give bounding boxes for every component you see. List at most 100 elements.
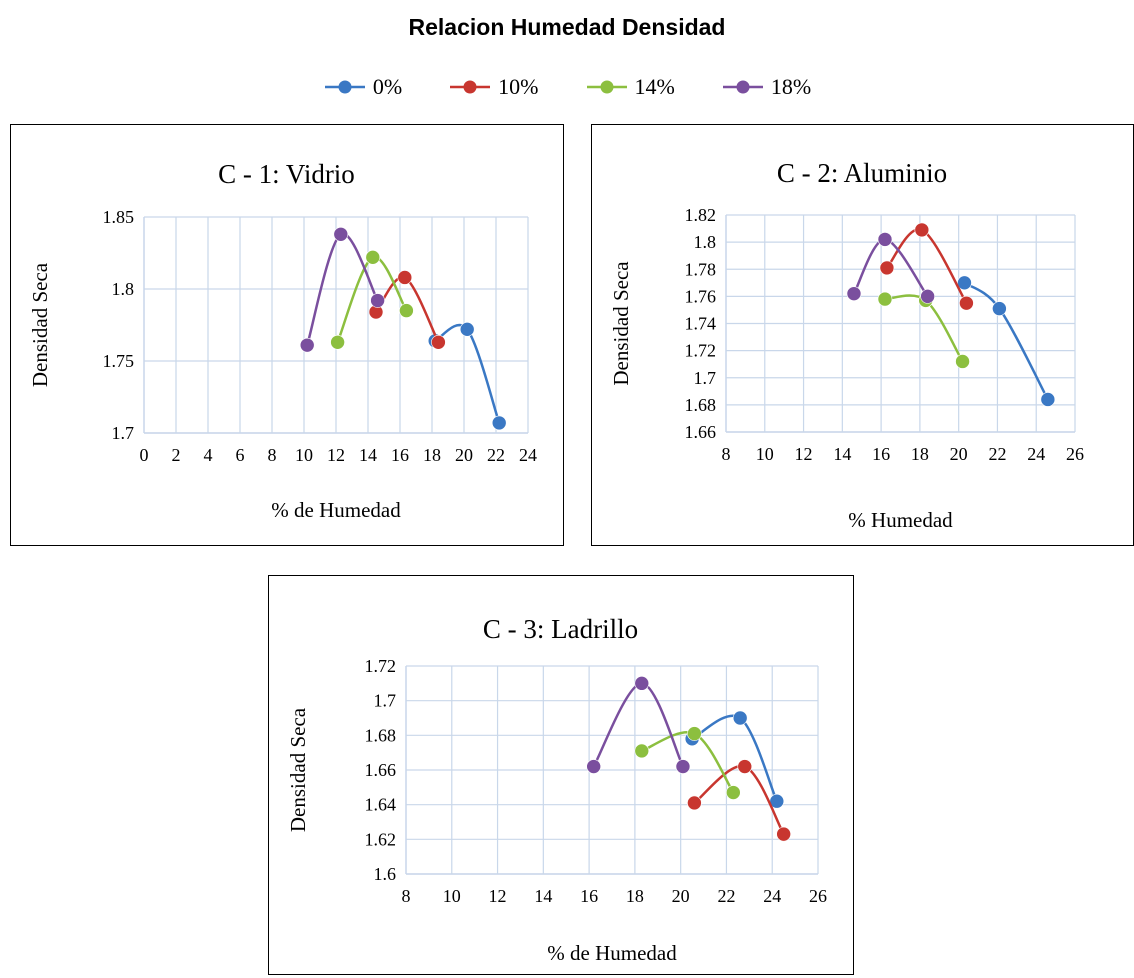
y-tick-label: 1.66 — [365, 760, 397, 780]
data-point-18-1 — [333, 226, 349, 242]
legend-label-3: 18% — [770, 74, 812, 99]
y-tick-label: 1.64 — [365, 795, 397, 815]
data-point-10-2 — [776, 826, 791, 842]
x-tick-label: 0 — [140, 445, 149, 465]
data-point-0-0 — [957, 275, 972, 291]
y-tick-label: 1.76 — [685, 286, 717, 306]
figure-title: Relacion Humedad Densidad — [408, 14, 726, 40]
y-tick-label: 1.68 — [365, 725, 397, 745]
x-axis-label: % de Humedad — [547, 941, 677, 965]
x-tick-label: 6 — [236, 445, 245, 465]
legend-item-2: 14% — [585, 74, 675, 100]
x-tick-label: 10 — [756, 444, 774, 464]
x-tick-label: 8 — [268, 445, 277, 465]
data-point-10-1 — [737, 759, 753, 774]
x-tick-label: 14 — [359, 445, 377, 465]
x-tick-label: 20 — [672, 886, 690, 906]
legend: 0% 10% 14% 18% — [0, 74, 1134, 100]
data-point-18-2 — [675, 759, 691, 774]
data-point-14-1 — [365, 250, 381, 265]
data-point-10-0 — [879, 260, 895, 276]
x-tick-label: 26 — [1066, 444, 1084, 464]
legend-label-1: 10% — [498, 74, 539, 99]
x-tick-label: 16 — [872, 444, 890, 464]
x-tick-label: 20 — [950, 444, 968, 464]
y-tick-label: 1.7 — [112, 423, 135, 443]
chart-title: C - 1: Vidrio — [218, 159, 355, 189]
x-tick-label: 12 — [489, 886, 507, 906]
data-point-18-0 — [586, 759, 601, 774]
y-axis-label: Densidad Seca — [286, 707, 310, 832]
legend-swatch-0 — [324, 80, 365, 94]
chart-panel-vidrio: C - 1: Vidrio 0 2 4 6 8 10 12 14 16 18 20 22 24 1.7 1.7… — [10, 124, 564, 546]
y-tick-label: 1.6 — [374, 864, 397, 884]
data-point-10-0 — [687, 795, 702, 811]
y-tick-label: 1.78 — [685, 259, 717, 279]
x-tick-label: 4 — [204, 445, 213, 465]
x-tick-label: 22 — [717, 886, 735, 906]
x-tick-label: 10 — [295, 445, 313, 465]
data-point-0-2 — [1040, 392, 1056, 407]
y-tick-label: 1.72 — [365, 656, 397, 676]
data-point-18-1 — [634, 676, 650, 691]
y-tick-label: 1.7 — [694, 368, 717, 388]
x-tick-label: 18 — [626, 886, 644, 906]
data-point-10-1 — [914, 222, 930, 238]
data-point-18-1 — [877, 232, 893, 247]
data-point-18-0 — [846, 286, 862, 301]
chart-title: C - 3: Ladrillo — [483, 614, 638, 644]
x-tick-label: 24 — [1027, 444, 1045, 464]
y-tick-label: 1.8 — [112, 279, 135, 299]
x-axis-label: % de Humedad — [271, 498, 401, 522]
chart-panel-aluminio: C - 2: Aluminio 8 10 12 14 16 18 20 22 24 26 1.66 1.… — [591, 124, 1134, 546]
y-tick-label: 1.74 — [685, 314, 717, 334]
y-tick-label: 1.82 — [685, 205, 717, 225]
y-tick-label: 1.62 — [365, 829, 397, 849]
legend-swatch-3 — [722, 80, 763, 94]
y-tick-label: 1.8 — [694, 232, 717, 252]
data-point-0-1 — [992, 301, 1007, 316]
chart-ladrillo: C - 3: Ladrillo 8 10 12 14 16 18 20 22 24 26 1.6 1.6… — [286, 614, 827, 965]
data-point-10-2 — [959, 295, 974, 311]
data-point-14-1 — [687, 726, 702, 741]
x-tick-label: 24 — [519, 445, 537, 465]
x-tick-label: 8 — [722, 444, 731, 464]
data-point-18-0 — [299, 337, 315, 353]
x-tick-label: 14 — [833, 444, 851, 464]
data-point-0-2 — [491, 415, 507, 431]
data-point-14-2 — [399, 303, 414, 318]
data-point-18-2 — [920, 289, 935, 304]
y-axis-label: Densidad Seca — [609, 261, 633, 386]
x-axis-label: % Humedad — [848, 508, 953, 532]
chart-aluminio: C - 2: Aluminio 8 10 12 14 16 18 20 22 24 26 1.66 1.… — [609, 158, 1084, 532]
data-point-14-0 — [634, 743, 650, 759]
y-tick-label: 1.68 — [685, 395, 717, 415]
x-tick-label: 12 — [795, 444, 813, 464]
x-tick-label: 22 — [988, 444, 1006, 464]
data-point-10-1 — [397, 270, 413, 285]
x-tick-label: 10 — [443, 886, 461, 906]
x-tick-label: 8 — [402, 886, 411, 906]
x-tick-label: 24 — [763, 886, 781, 906]
series-line-0 — [963, 281, 1049, 401]
data-point-10-2 — [431, 334, 446, 350]
legend-item-3: 18% — [721, 74, 811, 100]
x-tick-label: 18 — [423, 445, 441, 465]
legend-swatch-2 — [586, 80, 627, 94]
chart-title: C - 2: Aluminio — [777, 158, 947, 188]
legend-label-0: 0% — [372, 74, 403, 99]
x-tick-label: 26 — [809, 886, 827, 906]
x-tick-label: 18 — [911, 444, 929, 464]
y-tick-label: 1.7 — [374, 691, 397, 711]
data-point-14-2 — [955, 354, 970, 369]
legend-marker-0 — [338, 80, 352, 94]
legend-swatch-1 — [450, 80, 491, 94]
data-point-14-0 — [877, 291, 893, 307]
legend-marker-2 — [600, 80, 613, 94]
data-point-14-0 — [330, 334, 345, 350]
data-point-0-1 — [732, 710, 748, 726]
x-tick-label: 16 — [580, 886, 598, 906]
x-tick-label: 16 — [391, 445, 409, 465]
x-tick-label: 20 — [455, 445, 473, 465]
